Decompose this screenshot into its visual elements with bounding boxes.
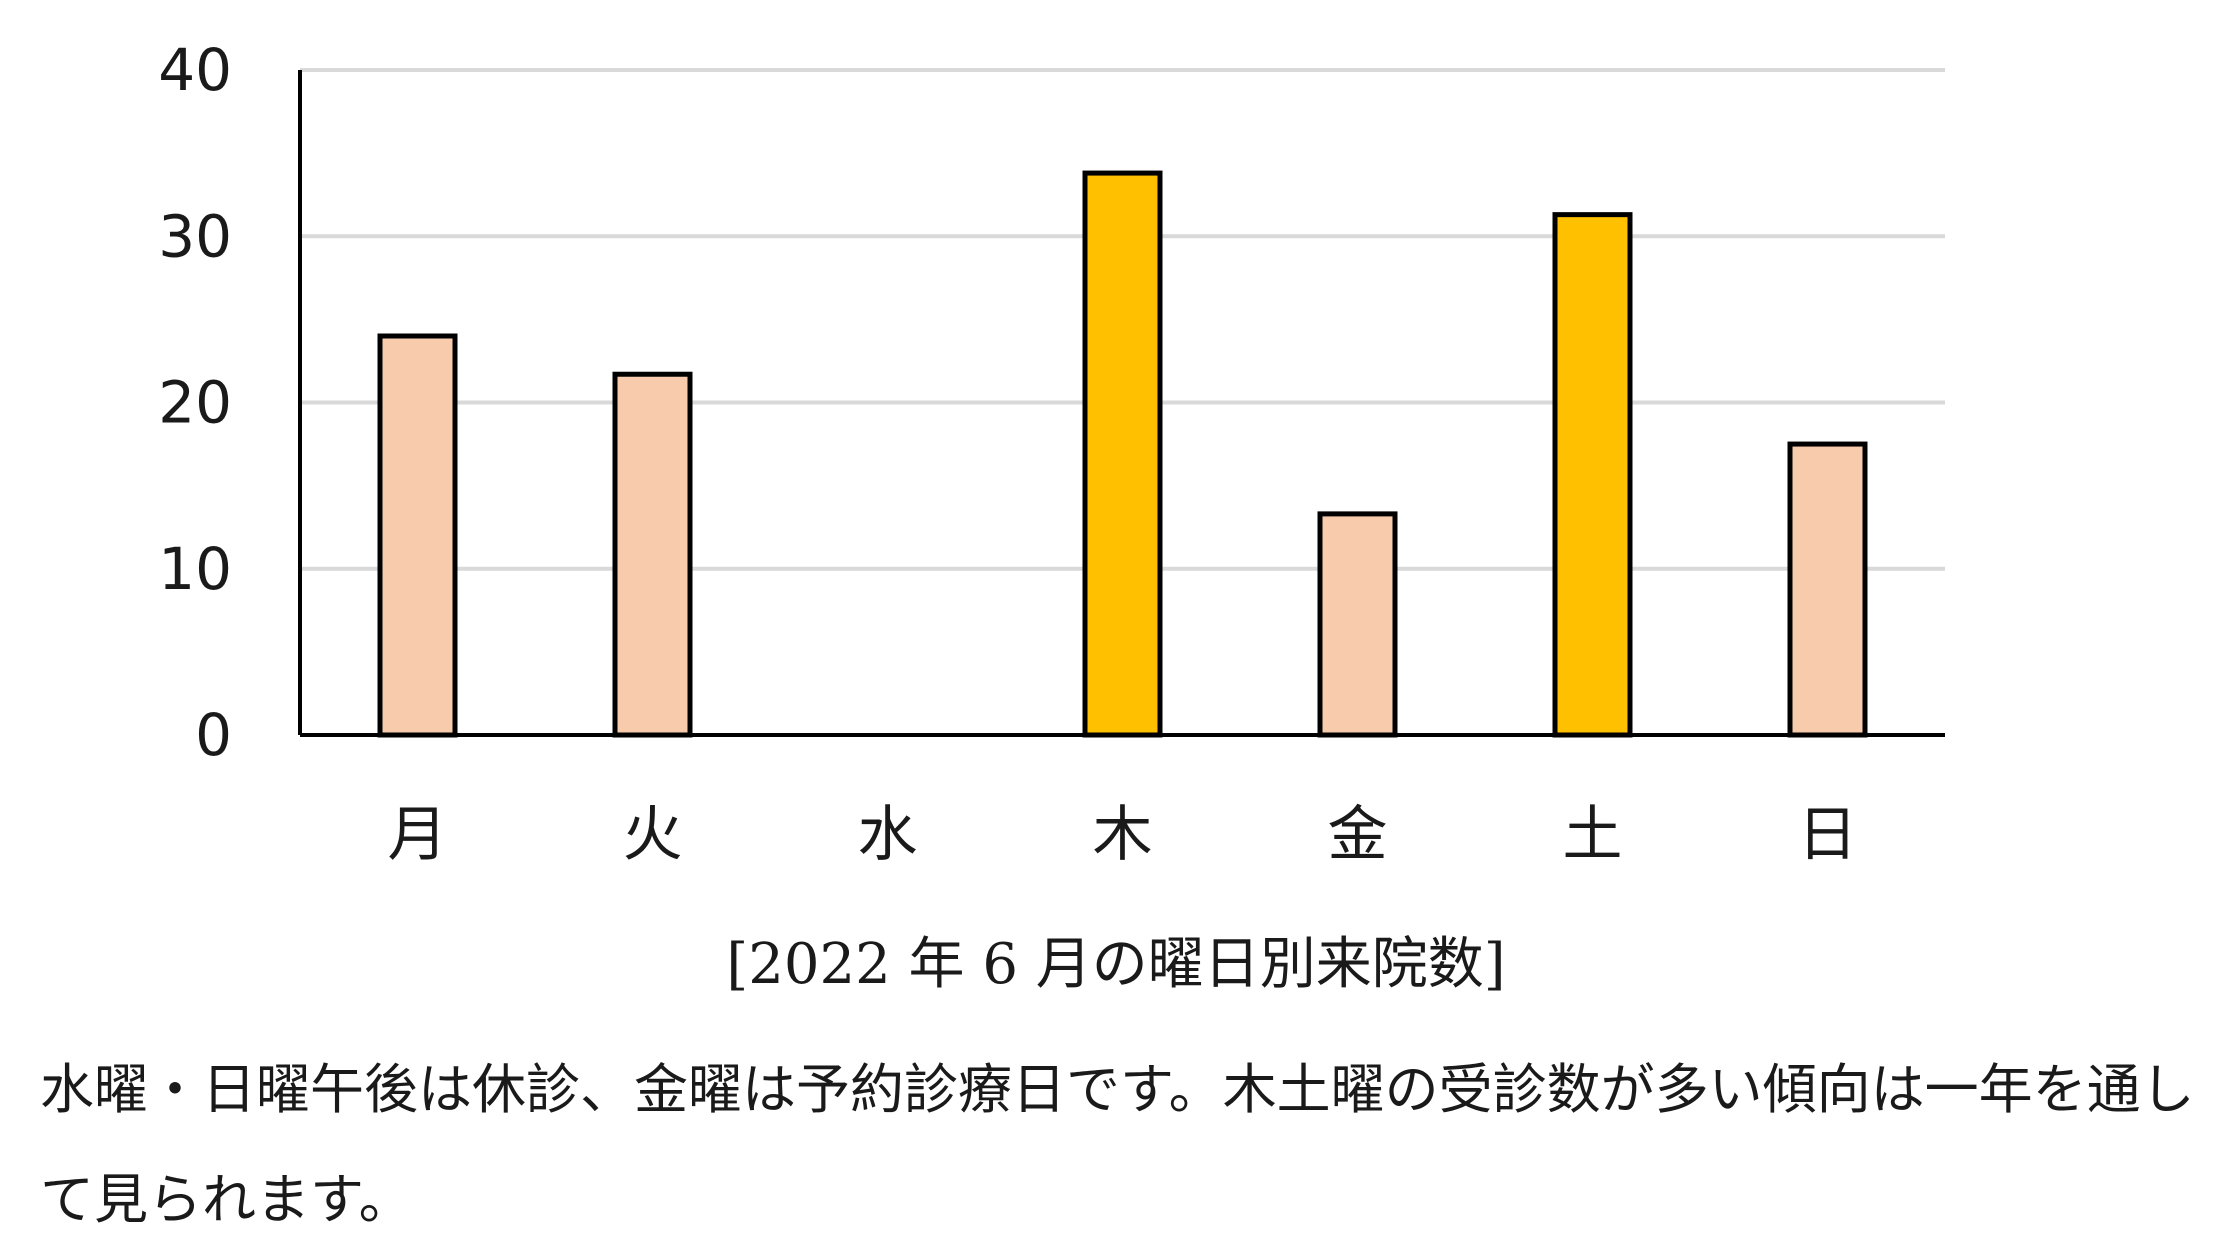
y-tick-label: 10 (158, 535, 232, 603)
bar-1 (377, 333, 458, 738)
bar-2 (612, 371, 693, 738)
x-tick-label: 土 (1563, 800, 1623, 870)
bar-5 (1317, 511, 1398, 738)
y-tick-label: 20 (158, 369, 232, 437)
y-tick-label: 0 (195, 701, 232, 769)
x-tick-label: 月 (388, 800, 448, 870)
chart-caption: [2022 年 6 月の曜日別来院数] (726, 932, 1506, 997)
clinic-schedule-note: 水曜・日曜午後は休診、金曜は予約診療日です。木土曜の受診数が多い傾向は一年を通し… (40, 1058, 2195, 1231)
y-tick-label: 40 (158, 36, 232, 104)
y-tick-label: 30 (158, 202, 232, 270)
bar-7 (1787, 441, 1868, 738)
x-tick-label: 水 (858, 800, 918, 870)
x-tick-label: 金 (1328, 800, 1388, 870)
x-tick-label: 木 (1093, 800, 1153, 870)
bar-6 (1552, 212, 1633, 738)
bar-4 (1082, 170, 1163, 738)
x-tick-label: 日 (1798, 800, 1858, 870)
x-tick-label: 火 (623, 800, 683, 870)
weekday-visits-bar-chart: 0 10 20 30 40 月 火 水 木 金 土 日 (158, 36, 1945, 870)
